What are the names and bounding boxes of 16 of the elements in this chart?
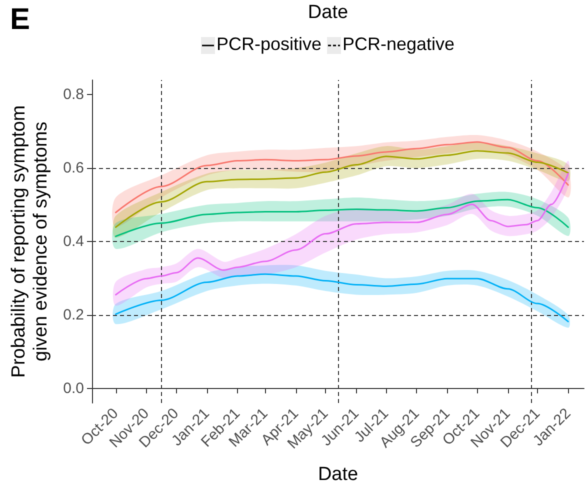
y-tick-label: 0.6 <box>63 160 84 177</box>
y-axis-title: Probability of reporting symptom given evidence of symptoms <box>8 105 52 378</box>
text: Date <box>308 2 348 23</box>
text: PCR-positive <box>215 34 322 54</box>
x-axis-title: Date <box>318 464 358 485</box>
line-series <box>115 273 569 322</box>
y-tick-label: 0.8 <box>63 86 84 104</box>
line-series <box>115 198 569 238</box>
y-tick-label: 0.0 <box>63 380 84 397</box>
line-series <box>115 172 569 296</box>
y-tick-label: 0.4 <box>63 233 84 250</box>
text: E <box>10 3 30 37</box>
y-tick-label: 0.2 <box>63 306 84 324</box>
line-series <box>115 150 569 228</box>
line-series <box>115 141 569 214</box>
text: PCR-negative <box>341 34 455 54</box>
